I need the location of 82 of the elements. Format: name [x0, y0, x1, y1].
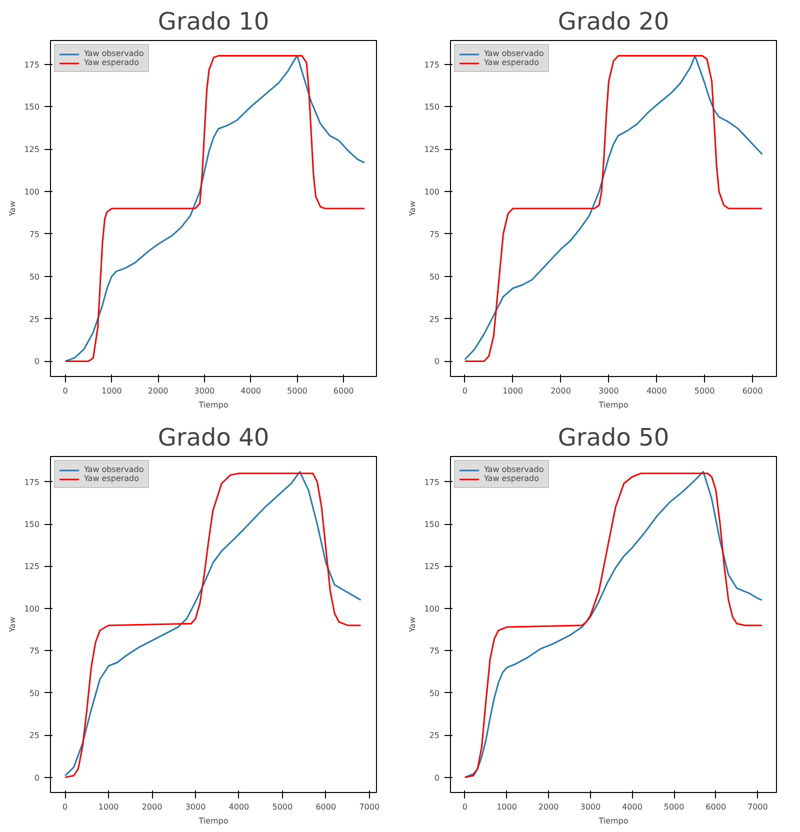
x-tick-label: 4000 — [646, 386, 667, 396]
x-tick-label: 5000 — [287, 386, 308, 396]
x-axis-title: Tiempo — [598, 816, 628, 826]
y-tick-label: 100 — [24, 604, 40, 614]
x-tick-label: 0 — [462, 386, 468, 396]
y-tick-label: 25 — [429, 314, 440, 324]
x-tick-label: 5000 — [272, 802, 293, 812]
y-tick-label: 25 — [29, 731, 40, 740]
y-tick-label: 25 — [29, 314, 40, 324]
legend-label: Yaw observado — [84, 465, 144, 474]
x-tick-label: 6000 — [742, 386, 763, 396]
legend-label: Yaw esperado — [484, 474, 540, 483]
x-tick-label: 3000 — [580, 802, 601, 812]
y-tick-label: 175 — [24, 60, 40, 70]
x-tick-label: 0 — [62, 802, 68, 812]
y-tick-label: 50 — [429, 688, 440, 698]
y-tick-label: 0 — [34, 773, 40, 782]
y-tick-label: 75 — [29, 230, 40, 239]
chart-title: Grado 40 — [158, 424, 270, 452]
x-tick-label: 7000 — [748, 802, 768, 812]
chart-title: Grado 10 — [158, 8, 270, 36]
y-axis-title: Yaw — [408, 200, 418, 218]
y-tick-label: 150 — [424, 520, 440, 530]
x-tick-label: 2000 — [538, 802, 559, 812]
y-tick-label: 175 — [424, 478, 440, 487]
legend-label: Yaw esperado — [84, 58, 140, 67]
y-axis-title: Yaw — [8, 616, 18, 634]
chart-title: Grado 50 — [558, 424, 670, 452]
legend-label: Yaw esperado — [484, 58, 540, 67]
y-tick-label: 150 — [24, 520, 40, 530]
y-axis-title: Yaw — [8, 200, 18, 218]
x-tick-label: 6000 — [333, 386, 354, 396]
chart-title: Grado 20 — [558, 8, 670, 36]
x-tick-label: 2000 — [142, 802, 162, 812]
y-tick-label: 50 — [29, 688, 40, 698]
x-tick-label: 1000 — [496, 802, 517, 812]
y-tick-label: 175 — [424, 60, 440, 70]
x-tick-label: 0 — [462, 802, 468, 812]
y-tick-label: 175 — [24, 478, 40, 487]
x-tick-label: 5000 — [694, 386, 715, 396]
x-tick-label: 7000 — [359, 802, 380, 812]
y-tick-label: 0 — [434, 357, 440, 366]
y-axis-title: Yaw — [408, 616, 418, 634]
y-tick-label: 0 — [434, 773, 440, 782]
legend-label: Yaw observado — [484, 465, 544, 474]
x-axis-title: Tiempo — [198, 400, 228, 410]
x-tick-label: 2000 — [550, 386, 571, 396]
x-axis-title: Tiempo — [598, 400, 628, 410]
x-tick-label: 1000 — [502, 386, 524, 396]
x-tick-label: 6000 — [316, 802, 336, 812]
legend-label: Yaw esperado — [84, 474, 140, 483]
y-tick-label: 0 — [34, 357, 40, 366]
x-tick-label: 3000 — [598, 386, 619, 396]
y-tick-label: 125 — [424, 562, 440, 572]
y-tick-label: 75 — [429, 646, 440, 656]
x-tick-label: 2000 — [148, 386, 168, 396]
y-tick-label: 75 — [429, 230, 440, 239]
x-tick-label: 4000 — [622, 802, 642, 812]
y-tick-label: 50 — [429, 272, 440, 282]
x-tick-label: 6000 — [706, 802, 726, 812]
y-tick-label: 50 — [29, 272, 40, 282]
y-tick-label: 125 — [24, 145, 40, 154]
y-tick-label: 25 — [429, 731, 440, 740]
x-tick-label: 5000 — [664, 802, 684, 812]
y-tick-label: 100 — [424, 188, 440, 197]
y-tick-label: 100 — [24, 188, 40, 197]
y-tick-label: 150 — [424, 102, 440, 112]
x-tick-label: 4000 — [240, 386, 262, 396]
x-tick-label: 1000 — [98, 802, 119, 812]
y-tick-label: 125 — [424, 145, 440, 154]
legend-label: Yaw observado — [84, 49, 144, 58]
y-tick-label: 100 — [424, 604, 440, 614]
x-tick-label: 1000 — [102, 386, 122, 396]
x-tick-label: 3000 — [185, 802, 206, 812]
x-tick-label: 4000 — [228, 802, 250, 812]
x-tick-label: 0 — [62, 386, 68, 396]
y-tick-label: 125 — [24, 562, 40, 572]
y-tick-label: 150 — [24, 102, 40, 112]
x-tick-label: 3000 — [194, 386, 215, 396]
legend-label: Yaw observado — [484, 49, 544, 58]
y-tick-label: 75 — [29, 646, 40, 656]
x-axis-title: Tiempo — [198, 816, 228, 826]
